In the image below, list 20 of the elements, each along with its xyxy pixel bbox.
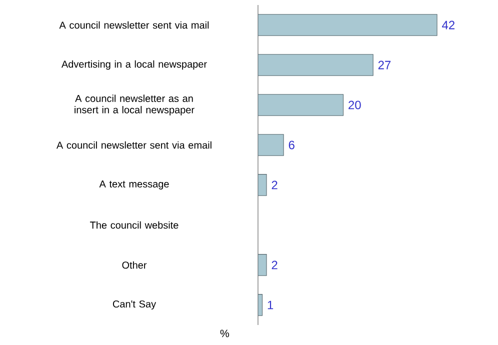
data-label: 1 [268,300,274,310]
data-label: 27 [378,60,391,70]
bar [258,14,438,36]
bar [258,134,284,156]
y-tick-label: Can't Say [112,300,156,310]
data-label: 42 [442,20,454,30]
data-label: 6 [288,140,294,150]
y-tick-label: A council newsletter as an insert in a local newspaper [74,94,194,116]
y-tick-label: Other [122,261,147,269]
data-label: 20 [348,100,361,110]
y-tick-label: Advertising in a local newspaper [61,60,207,70]
bar [258,54,374,76]
data-label: 2 [272,260,278,270]
bar [258,94,344,116]
y-tick-label: A council newsletter sent via mail [59,21,209,29]
data-label: 2 [272,180,278,190]
x-axis-title: % [220,330,230,338]
y-tick-label: The council website [90,221,178,229]
y-tick-label: A text message [99,180,169,190]
y-tick-label: A council newsletter sent via email [56,141,212,149]
